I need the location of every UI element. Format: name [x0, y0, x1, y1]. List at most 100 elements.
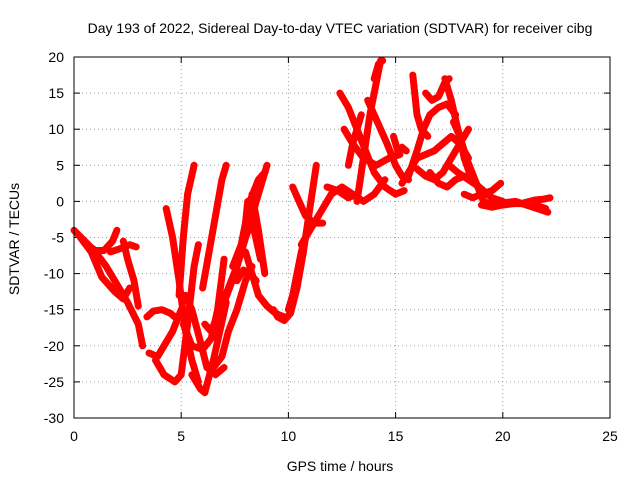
data-point-marker: + — [248, 187, 255, 201]
series-arc-30 — [344, 111, 365, 169]
series-arc-42 — [450, 118, 507, 205]
series-arc-36 — [405, 100, 460, 180]
series-arc-5 — [119, 237, 142, 310]
data-point-marker: + — [336, 86, 343, 100]
series-arc-31 — [353, 57, 385, 205]
data-point-marker: + — [465, 122, 472, 136]
data-point-marker: + — [409, 68, 416, 82]
y-tick-label: -10 — [44, 266, 64, 282]
x-tick-label: 25 — [602, 428, 618, 444]
data-point-marker: + — [146, 346, 153, 360]
data-point-marker: + — [139, 339, 146, 353]
data-point-marker: + — [163, 202, 170, 216]
data-point-marker: + — [405, 169, 412, 183]
data-point-marker: + — [214, 332, 221, 346]
data-point-marker: + — [354, 194, 361, 208]
data-point-marker: + — [126, 281, 133, 295]
data-point-marker: + — [422, 86, 429, 100]
data-point-marker: + — [229, 259, 236, 273]
y-tick-label: 0 — [56, 193, 64, 209]
series-arc-16 — [209, 262, 256, 371]
data-point-marker: + — [289, 180, 296, 194]
data-point-marker: + — [379, 54, 386, 68]
data-point-marker: + — [381, 173, 388, 187]
data-point-marker: + — [401, 184, 408, 198]
data-point-marker: + — [424, 129, 431, 143]
series-arc-34 — [390, 132, 410, 155]
series-arc-8 — [152, 241, 202, 386]
data-point-marker: + — [223, 158, 230, 172]
data-point-marker: + — [390, 129, 397, 143]
y-tick-label: -15 — [44, 302, 64, 318]
x-tick-label: 10 — [281, 428, 297, 444]
data-point-marker: + — [210, 360, 217, 374]
data-point-marker: + — [176, 288, 183, 302]
data-point-marker: + — [358, 108, 365, 122]
data-point-marker: + — [478, 198, 485, 212]
data-point-marker: + — [107, 245, 114, 259]
y-tick-label: -30 — [44, 410, 64, 426]
series-arc-44 — [460, 179, 505, 202]
data-point-marker: + — [180, 317, 187, 331]
data-point-marker: + — [319, 216, 326, 230]
data-point-marker: + — [285, 303, 292, 317]
series-arc-26 — [297, 176, 389, 249]
data-point-marker: + — [426, 166, 433, 180]
x-axis-ticks: 0 5 10 15 20 25 — [70, 57, 618, 444]
series-arc-3 — [76, 234, 134, 303]
data-point-marker: + — [171, 310, 178, 324]
x-tick-label: 5 — [177, 428, 185, 444]
series-layer: +++++++ ++++++ ++++++++++++++++++++++++ +++… — [70, 54, 554, 397]
data-point-marker: + — [544, 205, 551, 219]
y-tick-label: -5 — [52, 230, 65, 246]
data-point-marker: + — [345, 158, 352, 172]
y-tick-label: -25 — [44, 374, 64, 390]
data-point-marker: + — [263, 158, 270, 172]
data-point-marker: + — [242, 245, 249, 259]
data-point-marker: + — [497, 176, 504, 190]
series-arc-10 — [175, 161, 198, 299]
data-point-marker: + — [364, 93, 371, 107]
data-point-marker: + — [261, 267, 268, 281]
series-arc-9 — [162, 205, 202, 386]
data-point-marker: + — [405, 173, 412, 187]
data-point-marker: + — [261, 166, 268, 180]
series-arc-22 — [248, 190, 269, 278]
data-point-marker: + — [201, 317, 208, 331]
data-point-marker: + — [221, 252, 228, 266]
data-point-marker: + — [323, 180, 330, 194]
data-point-marker: + — [182, 288, 189, 302]
y-tick-label: 15 — [48, 85, 64, 101]
data-point-marker: + — [371, 72, 378, 86]
data-point-marker: + — [461, 187, 468, 201]
series-arc-6 — [145, 306, 185, 361]
y-tick-label: 10 — [48, 121, 64, 137]
data-point-marker: + — [133, 240, 140, 254]
series-arc-47 — [520, 194, 554, 207]
data-point-marker: + — [313, 158, 320, 172]
series-arc-32 — [364, 96, 412, 184]
data-point-marker: + — [143, 310, 150, 324]
y-axis-title: SDTVAR / TECUs — [6, 183, 22, 295]
series-arc-40 — [426, 169, 468, 191]
data-point-marker: + — [446, 158, 453, 172]
plot-frame — [73, 56, 611, 419]
data-point-marker: + — [152, 353, 159, 367]
data-point-marker: + — [199, 281, 206, 295]
series-arc-7 — [143, 306, 179, 321]
data-point-marker: + — [221, 360, 228, 374]
series-arc-11 — [179, 255, 228, 353]
data-point-marker: + — [396, 147, 403, 161]
data-point-marker: + — [233, 274, 240, 288]
x-axis-title: GPS time / hours — [287, 458, 394, 474]
y-tick-label: -20 — [44, 338, 64, 354]
data-point-marker: + — [298, 238, 305, 252]
data-point-marker: + — [77, 231, 84, 245]
data-point-marker: + — [191, 158, 198, 172]
data-point-marker: + — [521, 196, 528, 210]
series-arc-37 — [409, 71, 432, 140]
data-point-marker: + — [499, 196, 506, 210]
series-arc-27 — [323, 183, 361, 202]
data-point-marker: + — [441, 72, 448, 86]
